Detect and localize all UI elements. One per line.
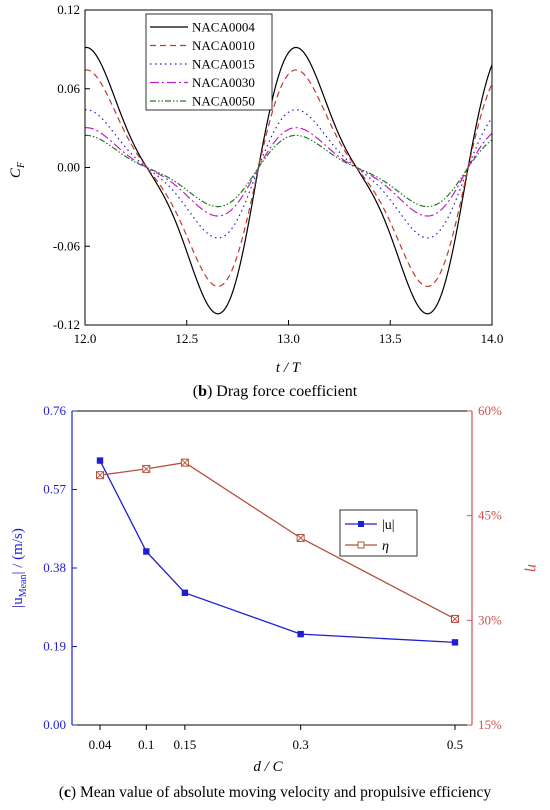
velocity-y-axis-label: |uMean| / (m/s) <box>10 528 29 608</box>
velocity-legend-label: η <box>382 539 389 554</box>
velocity-legend: |u| η <box>339 509 418 557</box>
velocity-efficiency-series <box>96 457 459 646</box>
velocity-data-point <box>181 589 189 596</box>
drag-legend-label: NACA0010 <box>192 38 255 53</box>
drag-legend-label: NACA0050 <box>192 94 255 109</box>
velocity-y-tick-label: 0.19 <box>43 639 66 654</box>
drag-y-axis-label-main: C <box>8 167 24 178</box>
drag-y-tick-label: -0.06 <box>53 238 81 253</box>
efficiency-data-point <box>96 471 104 480</box>
velocity-y-tick-label: 0.38 <box>43 560 66 575</box>
velocity-x-tick-label: 0.5 <box>447 737 463 752</box>
efficiency-legend-marker <box>357 541 365 549</box>
drag-x-tick-label: 12.0 <box>74 331 97 346</box>
caption-velocity-text: Mean value of absolute moving velocity a… <box>76 784 492 801</box>
velocity-x-axis-label: d / C <box>253 759 283 775</box>
drag-y-axis-label-sub: F <box>16 161 27 169</box>
efficiency-y-tick-label: 60% <box>478 403 502 418</box>
velocity-x-tick-label: 0.15 <box>174 737 197 752</box>
efficiency-data-point <box>142 464 151 473</box>
drag-x-tick-label: 14.0 <box>481 331 504 346</box>
drag-series-line <box>84 69 493 287</box>
drag-x-tick-label: 13.5 <box>379 331 402 346</box>
velocity-data-point <box>96 457 104 464</box>
drag-series-line <box>84 127 493 217</box>
drag-coefficient-chart: 12.0 12.5 13.0 13.5 14.0 -0.12 -0.06 0.00 0.06 0… <box>8 2 503 376</box>
velocity-y-tick-label: 0.00 <box>43 717 66 732</box>
efficiency-data-point <box>296 533 305 542</box>
drag-legend-label: NACA0015 <box>192 57 255 72</box>
velocity-y-axis-label-main: |u <box>10 597 26 608</box>
drag-legend-label: NACA0004 <box>192 20 255 35</box>
caption-drag: (b) Drag force coefficient <box>192 383 358 400</box>
efficiency-y-axis-label: η <box>524 564 541 572</box>
drag-y-tick-label: -0.12 <box>53 317 80 332</box>
efficiency-data-point <box>451 614 459 623</box>
efficiency-data-point <box>180 458 189 467</box>
velocity-data-point <box>297 630 304 638</box>
velocity-efficiency-chart: 0.04 0.1 0.15 0.3 0.5 0.00 0.19 0.38 0.57 0.76 1… <box>10 403 541 775</box>
velocity-x-tick-label: 0.1 <box>138 737 154 752</box>
drag-series-line <box>84 134 493 208</box>
drag-legend: NACA0004 NACA0010 NACA0015 NACA0030 NACA0050 <box>145 13 273 111</box>
drag-y-axis-label: CF <box>8 161 27 178</box>
velocity-y-axis-label-sub: Mean <box>18 575 29 598</box>
drag-x-tick-label: 12.5 <box>175 331 198 346</box>
drag-legend-label: NACA0030 <box>192 75 255 90</box>
velocity-legend-marker <box>358 521 364 527</box>
caption-velocity: (c) Mean value of absolute moving veloci… <box>58 784 492 801</box>
drag-legend-box <box>145 13 273 111</box>
velocity-y-tick-label: 0.76 <box>43 403 66 418</box>
efficiency-y-tick-label: 45% <box>478 508 502 523</box>
drag-y-tick-label: 0.00 <box>57 160 80 175</box>
velocity-x-tick-label: 0.04 <box>89 737 112 752</box>
velocity-legend-box <box>339 509 418 557</box>
drag-series-line <box>84 109 493 239</box>
drag-y-tick-label: 0.06 <box>57 81 80 96</box>
velocity-legend-label: |u| <box>382 518 395 533</box>
drag-x-ticks: 12.0 12.5 13.0 13.5 14.0 <box>74 320 504 346</box>
caption-drag-letter: b <box>198 383 207 400</box>
velocity-data-point <box>143 548 150 555</box>
drag-y-tick-label: 0.12 <box>57 2 80 17</box>
caption-velocity-letter: c <box>64 784 71 801</box>
velocity-x-tick-label: 0.3 <box>293 737 309 752</box>
drag-x-axis-label: t / T <box>276 360 302 376</box>
velocity-y-ticks-left: 0.00 0.19 0.38 0.57 0.76 <box>43 403 77 732</box>
drag-series-group <box>84 46 493 315</box>
efficiency-y-ticks-right: 15% 30% 45% 60% <box>467 403 502 732</box>
caption-drag-text: Drag force coefficient <box>212 383 358 400</box>
velocity-data-point <box>451 639 459 646</box>
drag-y-ticks: -0.12 -0.06 0.00 0.06 0.12 <box>53 2 90 332</box>
efficiency-y-tick-label: 30% <box>478 612 502 627</box>
drag-series-line <box>84 46 493 315</box>
efficiency-y-tick-label: 15% <box>478 717 502 732</box>
drag-x-tick-label: 13.0 <box>277 331 300 346</box>
velocity-x-ticks: 0.04 0.1 0.15 0.3 0.5 <box>89 725 463 752</box>
velocity-y-tick-label: 0.57 <box>43 482 66 497</box>
velocity-y-axis-label-tail: | / (m/s) <box>10 528 26 574</box>
